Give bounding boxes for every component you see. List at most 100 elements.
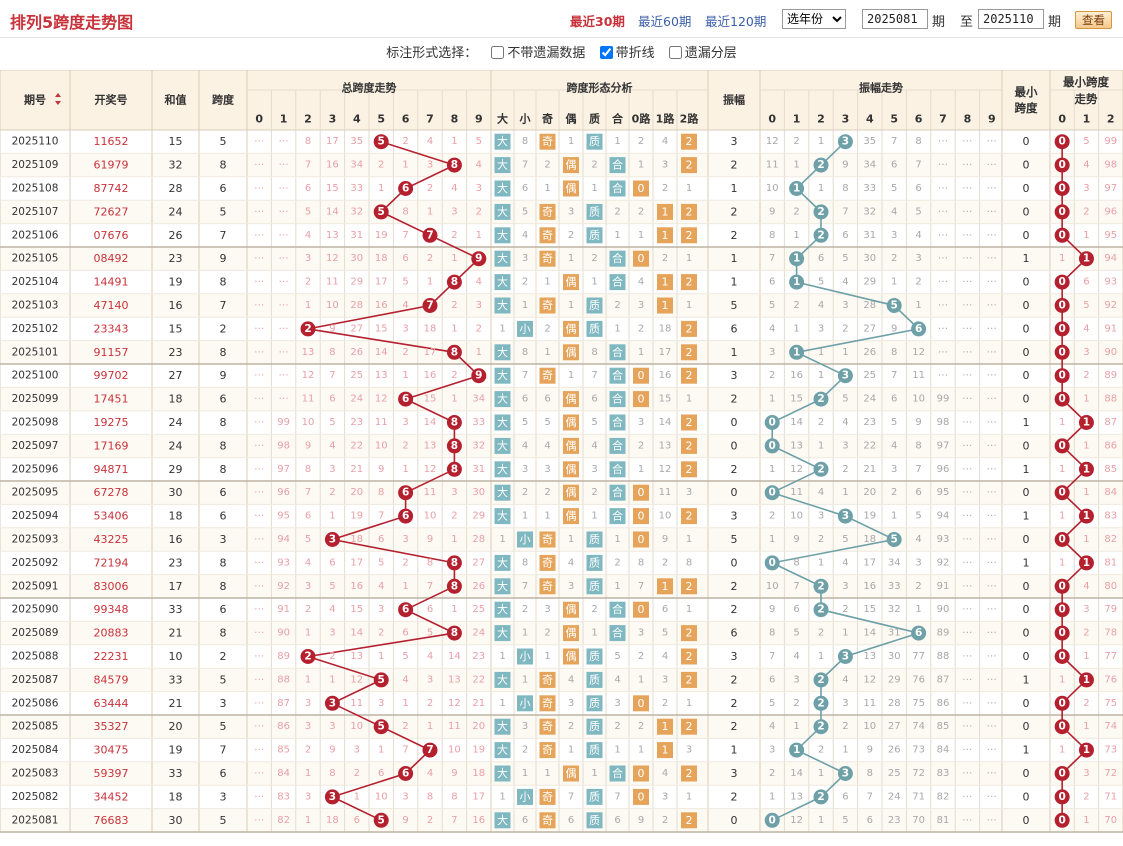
form-badge-label: 1 — [662, 205, 669, 218]
span-ball — [324, 789, 340, 805]
period-60-link[interactable]: 最近60期 — [638, 14, 692, 29]
span-miss-cell: 7 — [402, 230, 408, 241]
amp-miss-cell: ⋯ — [938, 206, 948, 217]
span-ball — [422, 298, 438, 313]
form-badge-label: 0 — [638, 182, 645, 195]
option-line-checkbox[interactable] — [599, 46, 613, 59]
period-120-link[interactable]: 最近120期 — [705, 14, 767, 29]
form-miss-cell: 1 — [544, 651, 550, 662]
span-miss-cell: ⋯ — [254, 323, 264, 334]
span-cell: 3 — [220, 697, 227, 710]
span-miss-cell: 12 — [448, 698, 461, 709]
span-ball — [471, 368, 487, 384]
form-miss-cell: 2 — [522, 604, 528, 615]
form-badge — [539, 203, 556, 220]
form-miss-cell: 2 — [544, 487, 550, 498]
form-miss-cell: 10 — [659, 511, 672, 522]
min-miss-cell: 98 — [1104, 160, 1117, 171]
span-ball-label: 5 — [378, 721, 385, 733]
form-miss-cell: 1 — [638, 347, 644, 358]
span-ball — [446, 415, 462, 430]
span-miss-cell: 1 — [476, 230, 482, 241]
amp-miss-cell: 13 — [863, 651, 876, 662]
span-miss-cell: 1 — [305, 815, 311, 826]
form-badge-label: 大 — [497, 368, 508, 382]
header-amp: 振幅 — [723, 93, 745, 107]
minspan-ball-label: 0 — [1058, 229, 1065, 241]
span-miss-cell: ⋯ — [279, 277, 289, 288]
span-miss-cell: ⋯ — [254, 721, 264, 732]
form-badge-label: 合 — [612, 251, 623, 265]
amp-miss-cell: 9 — [891, 323, 897, 334]
amp-miss-cell: ⋯ — [987, 347, 997, 358]
minspan-ball — [1054, 625, 1070, 641]
minspan-ball-label: 0 — [1058, 393, 1065, 405]
amp-miss-cell: 1 — [818, 347, 824, 358]
span-ball — [373, 204, 389, 220]
form-badge — [494, 601, 511, 618]
min-miss-cell: 87 — [1104, 417, 1117, 428]
amp-miss-cell: 5 — [842, 253, 848, 264]
range-from-input[interactable] — [862, 9, 928, 29]
form-badge — [494, 250, 511, 267]
span-miss-cell: 10 — [302, 417, 315, 428]
form-miss-cell: 3 — [614, 698, 620, 709]
option-no-miss[interactable]: 不带遗漏数据 — [491, 46, 585, 61]
span-ball — [446, 625, 462, 641]
minspan-cell: 0 — [1023, 580, 1030, 593]
period-30-link[interactable]: 最近30期 — [570, 14, 625, 29]
header-amp-digit: 4 — [866, 113, 874, 126]
amp-miss-cell: 27 — [863, 323, 876, 334]
form-badge-label: 大 — [497, 134, 508, 148]
form-miss-cell: 6 — [544, 394, 550, 405]
form-badge — [517, 648, 533, 665]
amp-miss-cell: 7 — [891, 370, 897, 381]
option-no-miss-checkbox[interactable] — [491, 46, 505, 59]
header-digit: 1 — [280, 113, 288, 126]
option-miss-layer-checkbox[interactable] — [668, 46, 682, 59]
span-miss-cell: 5 — [402, 277, 408, 288]
minspan-ball — [1054, 695, 1070, 711]
form-badge-label: 2 — [686, 135, 693, 148]
header-issue: 期号 — [24, 93, 46, 107]
span-miss-cell: 10 — [448, 745, 461, 756]
amp-miss-cell: 8 — [769, 230, 775, 241]
amp-miss-cell: 25 — [888, 768, 901, 779]
form-badge — [563, 601, 579, 618]
amp-miss-cell: ⋯ — [987, 745, 997, 756]
span-miss-cell: 10 — [326, 300, 339, 311]
issue-cell: 2025103 — [12, 300, 59, 312]
range-to-input[interactable] — [978, 9, 1044, 29]
span-miss-cell: 2 — [476, 323, 482, 334]
span-miss-cell: 4 — [427, 136, 433, 147]
min-miss-cell: 2 — [1083, 698, 1089, 709]
form-badge — [609, 344, 626, 361]
header-form-col: 质 — [589, 112, 600, 126]
amp-miss-cell: ⋯ — [962, 511, 972, 522]
sort-icon[interactable] — [55, 93, 61, 105]
form-badge — [681, 227, 697, 244]
span-miss-cell: 26 — [472, 581, 485, 592]
sum-cell: 18 — [169, 393, 183, 406]
span-miss-cell: 18 — [326, 815, 339, 826]
amp-miss-cell: ⋯ — [987, 206, 997, 217]
header-form-col: 小 — [519, 112, 531, 126]
amp-ball-label: 2 — [817, 229, 824, 241]
option-line[interactable]: 带折线 — [599, 46, 655, 61]
amp-miss-cell: 32 — [888, 604, 901, 615]
sum-cell: 19 — [169, 276, 183, 289]
form-miss-cell: 1 — [591, 511, 597, 522]
amp-miss-cell: 7 — [842, 206, 848, 217]
span-miss-cell: 90 — [277, 628, 290, 639]
span-ball — [446, 461, 462, 477]
amp-cell: 2 — [731, 790, 738, 803]
query-button[interactable]: 查看 — [1075, 11, 1112, 29]
header-bg — [0, 70, 1123, 130]
amp-miss-cell: 93 — [937, 534, 950, 545]
option-miss-layer[interactable]: 遗漏分层 — [668, 46, 737, 61]
form-badge-label: 奇 — [542, 580, 553, 593]
span-miss-cell: 2 — [402, 136, 408, 147]
amp-miss-cell: ⋯ — [938, 183, 948, 194]
form-badge — [494, 133, 511, 150]
year-select[interactable]: 选年份 — [782, 9, 846, 29]
